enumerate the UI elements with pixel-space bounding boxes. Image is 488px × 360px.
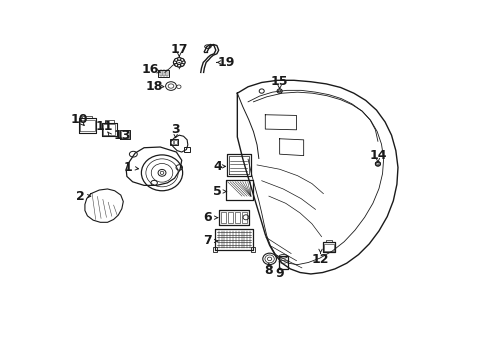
Text: 16: 16	[142, 63, 159, 76]
Bar	[242, 212, 247, 223]
Text: 5: 5	[213, 185, 222, 198]
Bar	[170, 140, 173, 144]
Bar	[227, 212, 233, 223]
Text: 7: 7	[203, 234, 212, 247]
Text: 12: 12	[311, 253, 328, 266]
Text: 4: 4	[213, 160, 222, 173]
Bar	[174, 140, 177, 144]
Bar	[169, 139, 178, 145]
Text: 3: 3	[171, 123, 180, 136]
Text: 14: 14	[368, 149, 386, 162]
Text: 19: 19	[217, 56, 234, 69]
Bar	[213, 247, 217, 252]
Bar	[250, 247, 254, 252]
Bar	[221, 212, 225, 223]
Bar	[163, 70, 165, 76]
Text: 13: 13	[113, 129, 130, 142]
Text: 15: 15	[270, 75, 288, 88]
Text: 1: 1	[123, 161, 132, 174]
Bar	[235, 212, 240, 223]
Bar	[159, 70, 162, 76]
Bar	[165, 70, 168, 76]
Text: 11: 11	[95, 121, 112, 134]
Text: 17: 17	[170, 42, 187, 55]
Text: 18: 18	[145, 80, 163, 93]
Text: 10: 10	[70, 113, 87, 126]
Text: 9: 9	[275, 267, 284, 280]
Text: 8: 8	[264, 264, 273, 277]
Text: 6: 6	[203, 211, 212, 224]
Text: 2: 2	[76, 190, 84, 203]
Bar	[158, 69, 169, 77]
Bar	[183, 147, 190, 152]
